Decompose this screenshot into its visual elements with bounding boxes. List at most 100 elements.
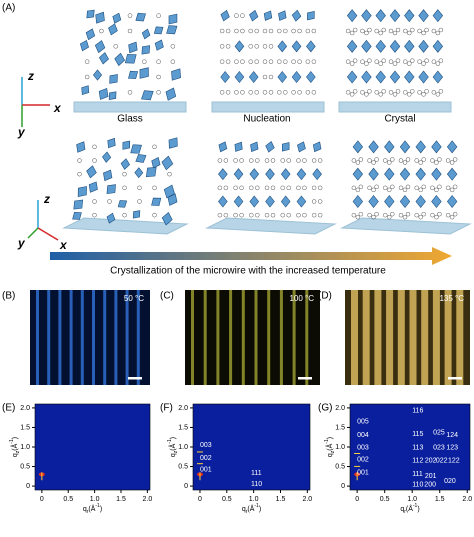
organic: [351, 212, 357, 218]
peak-label: 003: [200, 442, 212, 449]
peak-label: 201: [425, 473, 437, 480]
peak-label: 025: [433, 429, 445, 436]
wire: [444, 290, 452, 385]
wire: [103, 290, 107, 385]
organic: [449, 214, 455, 220]
axis-label-part: -1: [254, 503, 259, 509]
organic: [248, 90, 253, 95]
axis-label-part: z: [173, 450, 179, 453]
organic: [367, 27, 372, 33]
organic: [107, 199, 112, 204]
organic: [92, 144, 97, 150]
octahedron: [361, 9, 372, 23]
organic: [233, 212, 238, 218]
octahedron: [296, 168, 307, 181]
wire: [58, 290, 62, 385]
organic: [249, 185, 254, 191]
axis-label-part: ): [417, 506, 419, 513]
organic: [438, 58, 444, 63]
octahedron: [135, 12, 146, 22]
organic: [387, 187, 392, 193]
octahedron: [312, 168, 322, 181]
organic: [445, 212, 451, 218]
octahedron: [139, 67, 149, 79]
organic: [291, 90, 296, 95]
organic: [311, 59, 317, 64]
organic: [84, 59, 90, 64]
peak-label: 111: [412, 471, 423, 478]
x-tick-label: 0: [40, 496, 44, 503]
organic: [317, 212, 323, 218]
wire: [432, 290, 440, 385]
organic: [262, 44, 268, 49]
substrate: [73, 101, 187, 113]
organic: [264, 212, 270, 218]
octahedron: [106, 184, 116, 195]
arrow-caption: Crystallization of the microwire with th…: [110, 266, 386, 277]
organic: [367, 212, 372, 218]
octahedron: [108, 91, 117, 101]
octahedron: [109, 74, 118, 84]
peak-label: 110: [251, 481, 262, 488]
organic: [152, 185, 157, 191]
organic: [283, 28, 288, 34]
peak-label: 122: [448, 458, 460, 465]
organic: [286, 158, 291, 163]
octahedron: [103, 169, 113, 182]
axis-label-part: ): [327, 437, 334, 439]
wire: [362, 290, 370, 385]
panel-label: (E): [2, 403, 15, 414]
organic: [302, 212, 307, 218]
organic: [240, 90, 245, 95]
organic: [355, 214, 361, 220]
wire: [241, 290, 245, 385]
organic: [77, 158, 82, 163]
organic: [431, 90, 437, 95]
peak-label: 004: [357, 432, 369, 439]
substrate: [211, 101, 325, 113]
organic: [219, 59, 225, 64]
octahedron: [132, 210, 141, 219]
organic: [358, 157, 364, 162]
octahedron: [446, 140, 458, 154]
axis-label-part: z: [330, 450, 336, 453]
y-tick-label: 0.5: [20, 463, 30, 470]
axis-name: x: [53, 101, 62, 115]
peak-label: 001: [357, 469, 369, 476]
octahedron: [108, 23, 118, 36]
octahedron: [249, 9, 259, 22]
octahedron: [120, 158, 130, 170]
organic: [225, 28, 231, 34]
octahedron: [124, 54, 137, 64]
organic: [268, 90, 274, 95]
stage-label: Crystal: [384, 114, 415, 125]
axis-label: qr(Å-1): [242, 503, 261, 515]
organic: [364, 92, 369, 97]
temperature: 100 °C: [289, 294, 314, 303]
substrate: [205, 217, 337, 235]
octahedron: [168, 137, 178, 149]
octahedron: [306, 40, 316, 53]
octahedron: [404, 70, 415, 84]
x-tick-label: 0: [355, 496, 359, 503]
stage-label: Glass: [117, 114, 143, 125]
octahedron: [117, 200, 128, 208]
octahedron: [107, 137, 116, 149]
octahedron: [291, 40, 302, 53]
octahedron: [389, 9, 401, 23]
organic: [223, 158, 229, 163]
axis-label-part: r: [87, 509, 89, 515]
axis-label-part: q: [170, 453, 177, 457]
peak-label: 003: [357, 445, 369, 452]
organic: [378, 61, 383, 66]
organic: [402, 187, 408, 193]
octahedron: [265, 168, 275, 181]
octahedron: [86, 9, 95, 19]
octahedron: [431, 195, 442, 208]
axis-name: y: [17, 125, 26, 139]
peak-label: 022: [436, 458, 448, 465]
organic: [349, 61, 355, 66]
axis-label: qr(Å-1): [83, 503, 102, 515]
octahedron: [281, 142, 290, 152]
